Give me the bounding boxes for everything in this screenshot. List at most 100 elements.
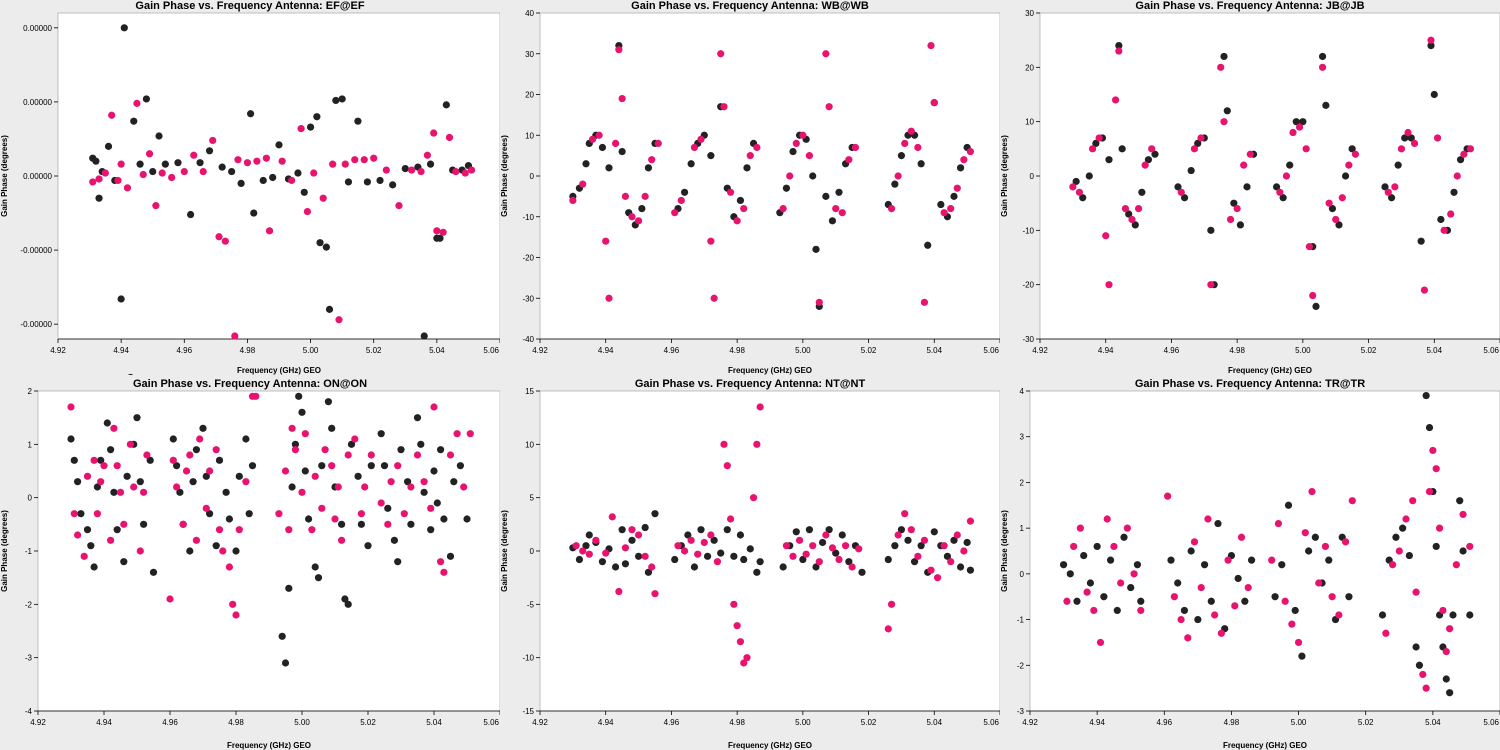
data-point-series-a: [1392, 533, 1400, 541]
data-point-series-a: [110, 488, 118, 496]
data-point-series-b: [779, 205, 787, 213]
data-point-series-b: [726, 188, 735, 196]
data-point-series-b: [809, 542, 817, 550]
data-point-series-a: [1459, 547, 1467, 555]
data-point-series-b: [1117, 579, 1125, 587]
data-point-series-a: [1286, 161, 1294, 169]
data-point-series-a: [90, 563, 98, 571]
x-tick-label: 5.06: [483, 718, 499, 727]
data-point-series-b: [430, 129, 438, 137]
data-point-series-b: [311, 472, 319, 480]
scatter-chart: Gain Phase vs. Frequency Antenna: JB@JB 4…: [1000, 0, 1500, 375]
data-point-series-b: [1207, 281, 1215, 289]
data-point-series-b: [1197, 583, 1205, 592]
data-point-series-a: [235, 472, 243, 480]
data-point-series-a: [1241, 597, 1249, 605]
data-point-series-a: [1437, 215, 1445, 224]
data-point-series-b: [822, 50, 830, 58]
plot-panel-6: Gain Phase vs. Frequency Antenna: TR@TR 4…: [1000, 375, 1500, 750]
y-tick-label: 30: [525, 50, 534, 59]
data-point-series-b: [190, 151, 198, 159]
data-point-series-a: [1127, 583, 1135, 592]
data-point-series-a: [206, 510, 214, 518]
x-tick-label: 5.06: [1483, 718, 1499, 727]
x-tick-label: 5.06: [483, 346, 499, 355]
data-point-series-a: [442, 101, 450, 109]
data-point-series-b: [634, 217, 643, 225]
data-point-series-a: [291, 440, 299, 448]
data-point-series-a: [401, 164, 409, 173]
data-point-series-a: [450, 478, 458, 486]
x-axis-label: Frequency (GHz) GEO: [728, 366, 812, 375]
data-point-series-a: [575, 555, 584, 564]
data-point-series-b: [318, 504, 326, 512]
data-point-series-b: [423, 151, 431, 159]
data-point-series-a: [1387, 194, 1396, 202]
data-point-series-b: [446, 451, 455, 459]
y-tick-label: 0.00000: [23, 98, 52, 107]
data-point-series-a: [413, 414, 422, 422]
data-point-series-b: [605, 294, 613, 302]
y-tick-label: 10: [525, 131, 534, 140]
data-point-series-b: [1404, 128, 1412, 137]
data-point-series-b: [1244, 583, 1252, 592]
data-point-series-b: [720, 103, 728, 111]
data-point-series-b: [400, 510, 408, 518]
data-point-series-a: [1180, 194, 1189, 202]
data-point-series-a: [1105, 156, 1113, 164]
data-point-series-b: [297, 124, 305, 133]
data-point-series-b: [319, 194, 327, 202]
data-point-series-a: [1207, 597, 1215, 605]
data-point-series-b: [1321, 542, 1330, 551]
data-point-series-b: [848, 563, 856, 571]
y-tick-label: -2: [25, 600, 33, 609]
data-point-series-a: [176, 488, 184, 496]
data-point-series-b: [927, 42, 935, 50]
data-point-series-b: [733, 217, 741, 225]
data-point-series-a: [1292, 118, 1300, 126]
data-point-series-a: [910, 558, 919, 566]
data-point-series-b: [799, 131, 807, 139]
y-axis-label: Gain Phase (degrees): [0, 510, 9, 592]
data-point-series-a: [644, 568, 653, 576]
data-point-series-a: [1080, 551, 1088, 560]
data-point-series-b: [235, 526, 243, 534]
data-point-series-a: [1322, 101, 1330, 109]
y-axis-label: Gain Phase (degrees): [500, 510, 509, 592]
data-point-series-a: [1328, 205, 1337, 213]
data-point-series-a: [618, 147, 626, 156]
data-point-series-b: [1088, 145, 1097, 153]
data-point-series-a: [136, 160, 144, 168]
scatter-chart: Gain Phase vs. Frequency Antenna: TR@TR 4…: [1000, 378, 1500, 750]
data-point-series-a: [259, 176, 267, 185]
data-point-series-b: [835, 555, 843, 564]
data-point-series-a: [1059, 561, 1068, 569]
data-point-series-a: [789, 147, 797, 156]
data-point-series-b: [321, 446, 329, 454]
data-point-series-a: [288, 483, 296, 491]
data-point-series-a: [83, 526, 92, 534]
data-point-series-b: [611, 139, 620, 147]
data-point-series-a: [1230, 199, 1238, 207]
data-point-series-b: [384, 520, 392, 528]
data-point-series-a: [130, 117, 138, 125]
data-point-series-b: [1246, 150, 1254, 158]
data-point-series-b: [361, 483, 369, 491]
data-point-series-b: [466, 430, 474, 438]
data-point-series-a: [1187, 166, 1195, 175]
data-point-series-b: [1425, 487, 1434, 496]
y-tick-label: 0: [530, 547, 535, 556]
data-point-series-a: [420, 488, 428, 496]
data-point-series-b: [720, 440, 728, 448]
data-point-series-b: [1268, 556, 1276, 564]
data-point-series-a: [212, 542, 220, 550]
data-point-series-b: [331, 515, 339, 523]
data-point-series-a: [1187, 547, 1195, 555]
y-tick-label: 10: [1025, 118, 1034, 127]
data-point-series-b: [694, 550, 702, 558]
data-point-series-b: [730, 600, 738, 608]
data-point-series-a: [1137, 597, 1145, 605]
data-point-series-b: [1301, 529, 1309, 537]
data-point-series-a: [390, 536, 398, 544]
data-point-series-a: [120, 24, 128, 32]
